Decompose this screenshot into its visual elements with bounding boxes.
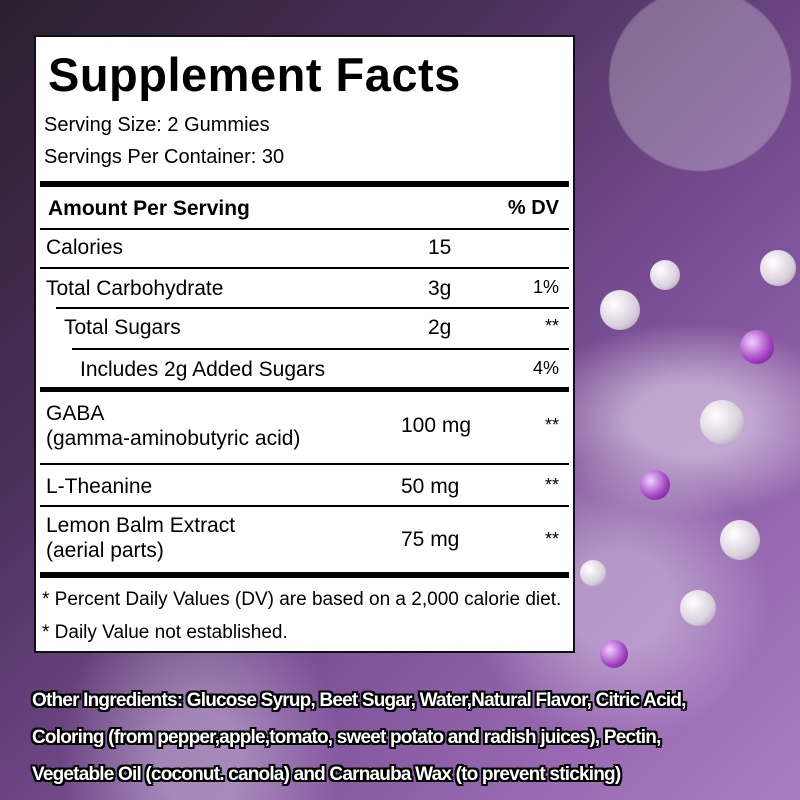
servings-per-container: Servings Per Container: 30: [44, 146, 285, 168]
footnote-not-established: * Daily Value not established.: [42, 622, 288, 643]
other-ingredients: Other Ingredients: Glucose Syrup, Beet S…: [32, 690, 686, 785]
divider: [40, 387, 569, 392]
divider: [56, 307, 569, 309]
supplement-facts-panel: Supplement Facts Serving Size: 2 Gummies…: [34, 35, 575, 653]
footnote-dv: * Percent Daily Values (DV) are based on…: [42, 589, 562, 610]
divider: [40, 463, 569, 465]
divider: [72, 348, 569, 350]
divider: [40, 181, 569, 187]
divider: [40, 505, 569, 507]
panel-title: Supplement Facts: [48, 48, 461, 101]
divider: [40, 228, 569, 230]
divider: [40, 572, 569, 578]
divider: [40, 267, 569, 269]
serving-size: Serving Size: 2 Gummies: [44, 114, 270, 136]
